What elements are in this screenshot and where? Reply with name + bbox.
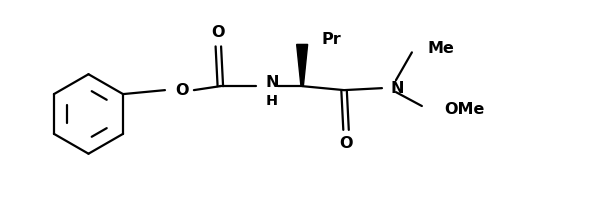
Polygon shape <box>297 44 307 86</box>
Text: O: O <box>211 25 225 40</box>
Text: O: O <box>339 136 353 151</box>
Text: N: N <box>265 75 279 90</box>
Text: OMe: OMe <box>444 102 484 118</box>
Text: Pr: Pr <box>321 32 341 47</box>
Text: H: H <box>265 94 277 108</box>
Text: O: O <box>176 83 189 98</box>
Text: N: N <box>391 81 404 96</box>
Text: Me: Me <box>428 41 455 56</box>
